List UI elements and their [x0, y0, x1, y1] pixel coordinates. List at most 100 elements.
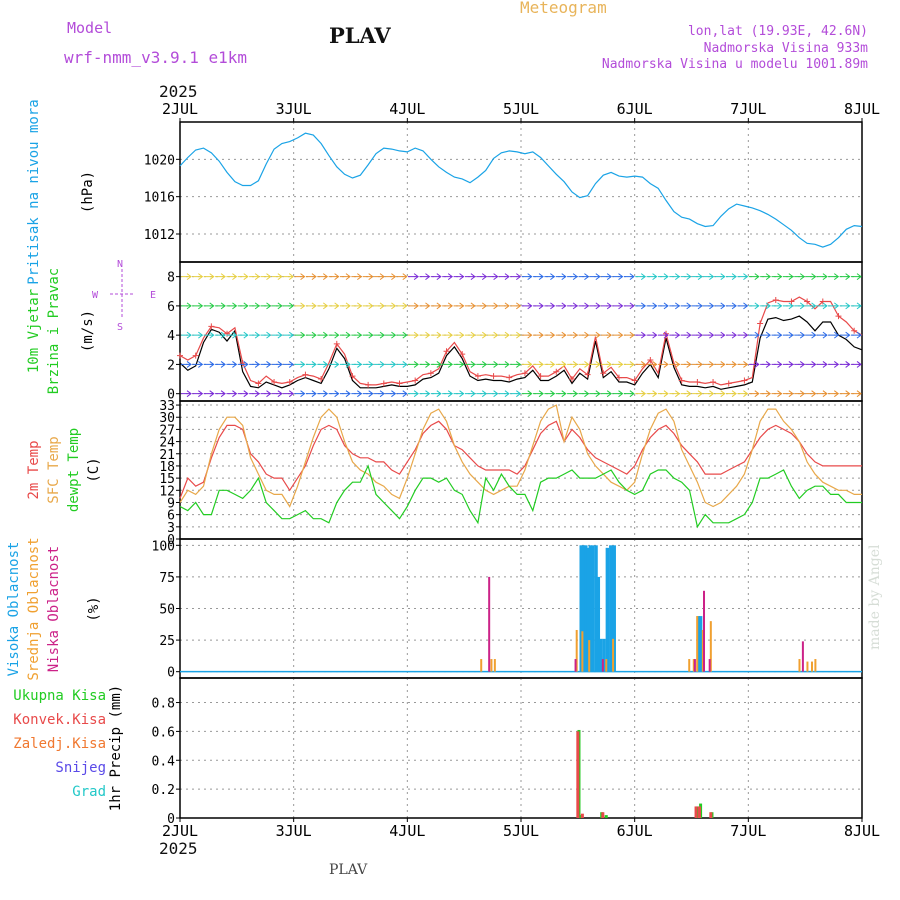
y-tick-label: 25 [159, 634, 175, 649]
wind-arrow [737, 390, 749, 398]
wind-arrow [215, 390, 226, 398]
wind-arrow [181, 331, 192, 339]
wind-arrow [533, 390, 544, 398]
ylabel-wind-2: Brzina i Pravac [46, 268, 62, 394]
wind-arrow [249, 361, 260, 368]
wind-arrow [782, 302, 794, 310]
y-tick-label: 15 [159, 472, 175, 487]
gust-marker [224, 330, 231, 337]
elevation-label: Nadmorska Visina 933m [703, 41, 868, 56]
y-tick-label: 0 [167, 388, 175, 403]
wind-arrow [680, 302, 692, 310]
wind-arrow [487, 302, 499, 310]
wind-arrow [726, 273, 737, 281]
wind-arrow [635, 390, 647, 398]
wind-arrow [351, 302, 363, 310]
series-line-speed [179, 315, 863, 390]
y-tick-label: 0.8 [152, 697, 175, 712]
compass-north: N [117, 259, 123, 270]
gust-marker [271, 378, 278, 385]
wind-arrow [714, 273, 726, 281]
wind-arrow [237, 390, 249, 398]
wind-arrow [464, 302, 476, 310]
elevation-model-label: Nadmorska Visina u modelu 1001.89m [601, 57, 868, 72]
wind-arrow [351, 361, 363, 368]
wind-arrow [203, 331, 215, 339]
x-tick-label-bottom: 2JUL [162, 822, 198, 840]
wind-arrow [828, 361, 840, 368]
wind-arrow [328, 390, 340, 398]
wind-arrow [339, 302, 351, 310]
wind-arrow [181, 273, 192, 281]
wind-arrow [510, 331, 522, 339]
bar-srednja-oblacnost [605, 659, 608, 672]
bar-srednja-oblacnost [798, 659, 801, 672]
y-tick-label: 18 [159, 460, 175, 475]
wind-arrow [669, 302, 681, 310]
wind-arrow [260, 390, 272, 398]
legend-zaledj-kisa: Zaledj.Kisa [13, 736, 106, 752]
wind-arrow [601, 273, 613, 281]
wind-arrow [680, 273, 692, 281]
ylabel-mid-cloud: Srednja Oblacnost [26, 537, 42, 680]
gust-marker [584, 371, 591, 378]
wind-arrow [805, 361, 817, 368]
wind-arrow [215, 273, 226, 281]
gust-marker [208, 323, 215, 330]
bar-srednja-oblacnost [480, 659, 483, 672]
wind-arrow [601, 361, 613, 368]
wind-arrow [657, 331, 669, 339]
lonlat-label: lon,lat (19.93E, 42.6N) [687, 24, 868, 39]
gust-marker [506, 374, 513, 381]
wind-arrow [328, 302, 340, 310]
wind-arrow [305, 331, 317, 339]
wind-arrow [533, 361, 544, 368]
wind-arrow [828, 273, 840, 281]
wind-arrow [692, 273, 703, 281]
wind-arrow [192, 361, 204, 368]
wind-arrow [419, 331, 431, 339]
wind-arrow [703, 273, 715, 281]
wind-arrow [567, 390, 578, 398]
wind-arrow [339, 361, 351, 368]
wind-arrow [635, 302, 647, 310]
ylabel-pressure-unit: (hPa) [80, 171, 96, 213]
wind-arrow [237, 331, 249, 339]
wind-arrow [283, 390, 295, 398]
ylabel-sfc: SFC Temp [46, 436, 62, 503]
wind-arrow [816, 361, 828, 368]
wind-arrow [419, 390, 431, 398]
series-line-2m-temp [179, 420, 862, 499]
wind-arrow [737, 361, 749, 368]
y-tick-label: 50 [159, 603, 175, 618]
gust-marker [365, 381, 372, 388]
wind-arrow [726, 302, 737, 310]
wind-arrow [748, 361, 760, 368]
wind-arrow [601, 390, 613, 398]
wind-arrow [464, 331, 476, 339]
wind-arrow [385, 302, 397, 310]
bar-srednja-oblacnost [581, 631, 584, 672]
compass-west: W [92, 290, 99, 301]
bar-srednja-oblacnost [709, 621, 712, 672]
ylabel-temp2m: 2m Temp [26, 440, 42, 499]
legend-ukupna-kisa: Ukupna Kisa [13, 688, 106, 704]
wind-arrow [703, 331, 715, 339]
y-tick-label: 0.6 [152, 725, 175, 740]
x-tick-label-top: 6JUL [617, 100, 653, 118]
wind-arrow [192, 331, 204, 339]
wind-arrow [510, 302, 522, 310]
bar-srednja-oblacnost [688, 659, 691, 672]
bar-konvek-kisa [601, 812, 605, 818]
wind-arrow [294, 273, 306, 281]
wind-arrow [794, 390, 806, 398]
wind-arrow [498, 273, 510, 281]
wind-arrow [249, 273, 260, 281]
wind-arrow [533, 331, 544, 339]
wind-arrow [339, 390, 351, 398]
wind-arrow [714, 390, 726, 398]
wind-arrow [714, 302, 726, 310]
wind-arrow [408, 273, 419, 281]
wind-arrow [544, 331, 556, 339]
